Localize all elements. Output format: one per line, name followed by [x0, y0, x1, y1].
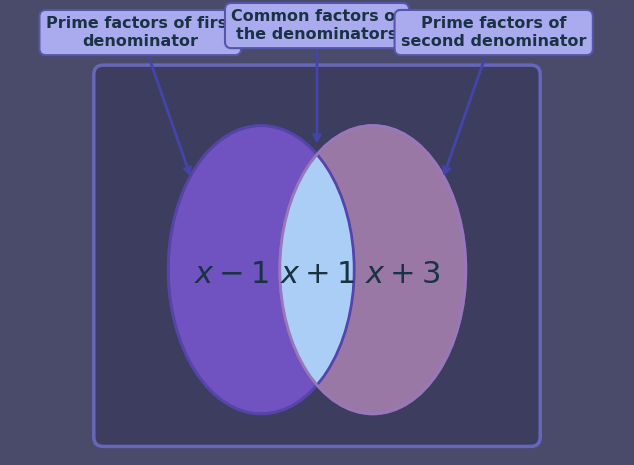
Text: Prime factors of first
denominator: Prime factors of first denominator — [46, 16, 235, 173]
Text: Prime factors of
second denominator: Prime factors of second denominator — [401, 16, 586, 173]
Text: Common factors of
the denominators: Common factors of the denominators — [231, 9, 403, 140]
Text: $x + 3$: $x + 3$ — [365, 259, 441, 290]
Text: $x - 1$: $x - 1$ — [193, 259, 268, 290]
Text: $x + 1$: $x + 1$ — [280, 259, 354, 290]
Ellipse shape — [280, 126, 466, 414]
Ellipse shape — [168, 126, 354, 414]
Ellipse shape — [168, 126, 354, 414]
FancyBboxPatch shape — [94, 65, 540, 446]
Ellipse shape — [280, 126, 466, 414]
